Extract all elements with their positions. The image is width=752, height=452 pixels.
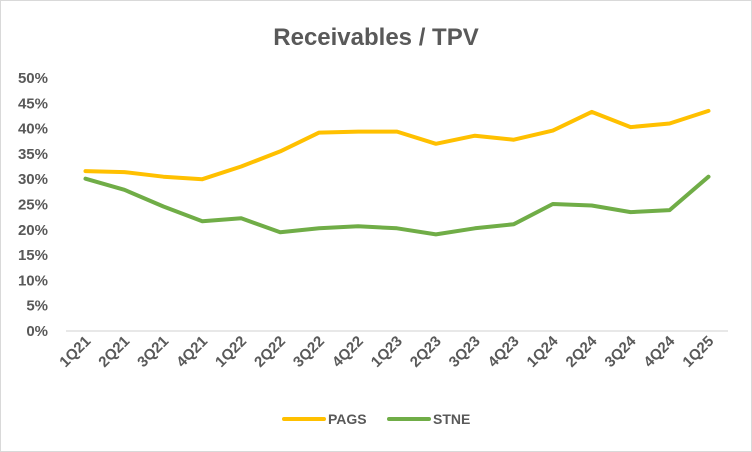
x-tick-label: 2Q21	[95, 333, 133, 371]
x-tick-label: 1Q21	[56, 333, 94, 371]
x-tick-label: 4Q23	[485, 333, 523, 371]
legend: PAGS STNE	[282, 411, 470, 427]
x-tick-label: 1Q23	[368, 333, 406, 371]
x-axis: 1Q21 2Q21 3Q21 4Q21 1Q22 2Q22 3Q22 4Q22 1Q23 2Q23…	[56, 332, 717, 370]
x-tick-label: 4Q21	[173, 333, 211, 371]
y-tick-label: 5%	[26, 298, 48, 315]
y-tick-label: 50%	[18, 70, 48, 87]
x-tick-label: 4Q22	[329, 333, 367, 371]
y-tick-label: 30%	[18, 171, 48, 188]
y-tick-label: 0%	[26, 323, 48, 340]
chart-title: Receivables / TPV	[273, 24, 478, 51]
x-tick-label: 2Q22	[251, 333, 289, 371]
x-tick-label: 3Q21	[134, 333, 172, 371]
series-line-stne	[83, 174, 711, 237]
y-axis: 0% 5% 10% 15% 20% 25% 30% 35% 40% 45% 50%	[18, 70, 48, 340]
x-tick-label: 2Q24	[563, 332, 601, 370]
y-tick-label: 35%	[18, 146, 48, 163]
y-tick-label: 25%	[18, 197, 48, 214]
y-tick-label: 45%	[18, 95, 48, 112]
y-tick-label: 15%	[18, 247, 48, 264]
legend-label-pags: PAGS	[328, 411, 367, 427]
x-tick-label: 4Q24	[640, 332, 678, 370]
y-tick-label: 10%	[18, 272, 48, 289]
x-tick-label: 3Q24	[602, 332, 640, 370]
x-tick-label: 3Q22	[290, 333, 328, 371]
y-tick-label: 40%	[18, 121, 48, 138]
plot-series	[83, 108, 711, 237]
x-tick-label: 3Q23	[446, 333, 484, 371]
x-tick-label: 2Q23	[407, 333, 445, 371]
series-line-pags	[83, 108, 711, 182]
x-tick-label: 1Q24	[524, 332, 562, 370]
y-tick-label: 20%	[18, 222, 48, 239]
x-tick-label: 1Q22	[212, 333, 250, 371]
x-tick-label: 1Q25	[679, 333, 717, 371]
legend-label-stne: STNE	[433, 411, 470, 427]
